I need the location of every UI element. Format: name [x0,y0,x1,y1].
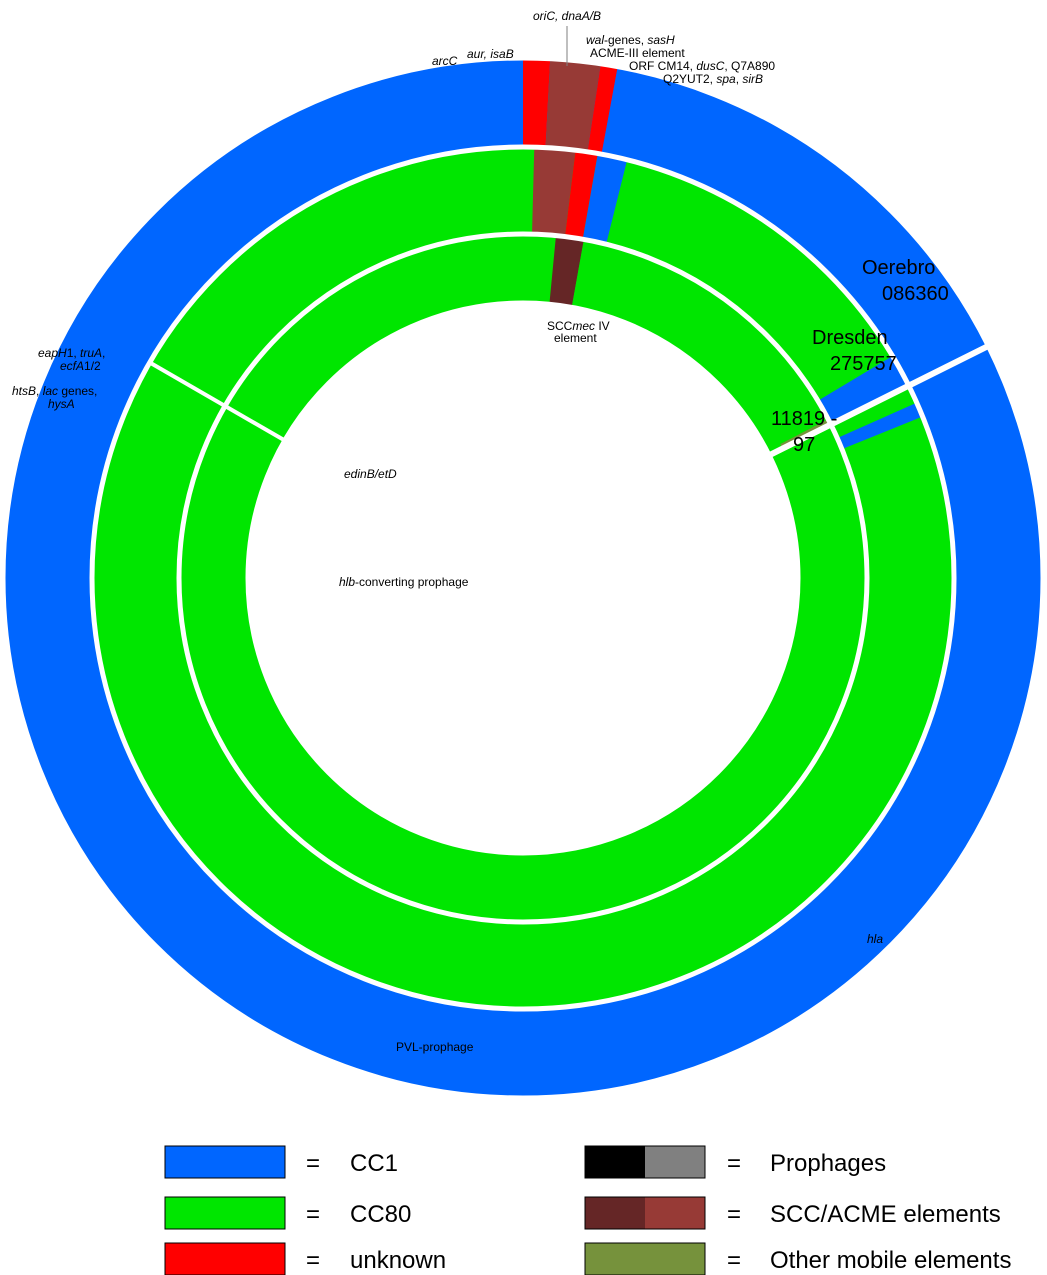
label-pvl: PVL-prophage [396,1040,474,1054]
label-eaph1: eapH1, truA, [38,346,105,360]
label-q2yut2: Q2YUT2, spa, sirB [663,72,763,86]
middle-ring-segment-cc1-0 [838,403,922,449]
label-acme: ACME-III element [590,46,685,60]
legend-swatch-scc-red [645,1197,705,1229]
middle-ring-segment-acme_red-6 [532,148,576,236]
legend-swatch-scc-dark [585,1197,645,1229]
ring-separator-mid-outer [89,144,957,1012]
legend-label-scc: SCC/ACME elements [770,1201,1001,1228]
label-hla: hla [867,932,883,946]
ring-name-11819-1: 11819 - [771,408,837,430]
ring-name-oerebro-1: Oerebro [862,257,935,279]
legend-eq-scc: = [727,1201,741,1228]
label-oric: oriC, dnaA/B [533,9,601,23]
legend-swatch-cc80 [164,1196,286,1230]
label-edinb: edinB/etD [344,467,397,481]
ring-name-dresden-1: Dresden [812,327,888,349]
legend-eq-prophages: = [727,1150,741,1177]
legend-label-cc1: CC1 [350,1150,398,1177]
legend-label-cc80: CC80 [350,1201,411,1228]
label-hlb: hlb-converting prophage [339,575,469,589]
ring-oerebro [4,59,1042,1096]
legend-swatch-cc1 [164,1145,286,1179]
legend-swatch-other-mobile [584,1242,706,1275]
legend-swatch-unknown [164,1242,286,1275]
label-arcc: arcC [432,54,458,68]
legend-swatch-scc-border [584,1196,706,1230]
legend-eq-cc80: = [306,1201,320,1228]
ring-separator-inner [245,300,801,856]
label-ecfa: ecfA1/2 [60,359,101,373]
label-aur: aur, isaB [467,47,514,61]
legend-label-prophages: Prophages [770,1150,886,1177]
legend-eq-other: = [727,1247,741,1274]
middle-ring-segment-unknown-7 [565,151,598,239]
ring-gaps [4,59,1042,1097]
ring-name-oerebro-2: 086360 [882,283,949,305]
legend-swatch-prophage-border [584,1145,706,1179]
legend-swatch-prophage-grey [645,1146,705,1178]
ring-dresden [92,148,953,1008]
ring-separator-outer [4,59,1042,1097]
inner-ring-segment-scc_dark-5 [549,236,584,308]
label-sccmec-element: element [554,331,597,345]
legend: = CC1 = CC80 = unknown = Prophages = SCC… [164,1145,1011,1275]
legend-swatch-prophage-black [585,1146,645,1178]
legend-label-unknown: unknown [350,1247,446,1274]
legend-eq-cc1: = [306,1150,320,1177]
label-orf: ORF CM14, dusC, Q7A890 [629,59,775,73]
outer-ring-segment-acme_red-6 [545,60,601,151]
label-hysa: hysA [48,397,75,411]
ring-name-11819-2: 97 [793,434,815,456]
legend-eq-unknown: = [306,1247,320,1274]
ring-separator-mid-inner [176,231,870,925]
radial-gap-0 [767,343,990,458]
label-htsb: htsB, lac genes, [12,384,97,398]
legend-label-other: Other mobile elements [770,1247,1011,1274]
middle-ring-segment-cc1-1 [818,356,909,426]
radial-gap-1 [148,360,286,443]
outer-ring-segment-unknown-7 [587,65,618,154]
label-wal: wal-genes, sasH [586,33,675,47]
middle-ring-segment-cc1-8 [582,154,628,244]
ring-name-dresden-2: 275757 [830,353,897,375]
label-sccmec: SCCmec IV [547,319,610,333]
